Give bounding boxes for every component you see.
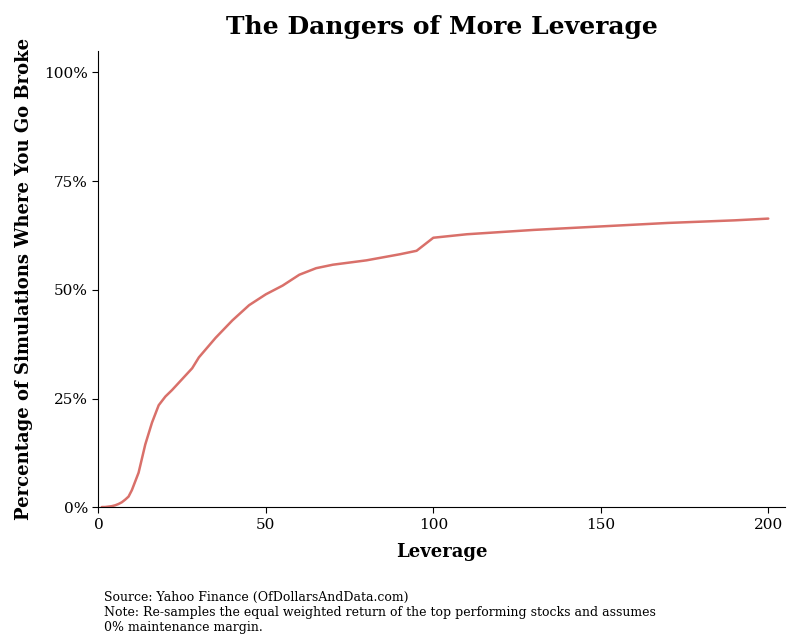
- Text: Source: Yahoo Finance (OfDollarsAndData.com)
Note: Re-samples the equal weighted: Source: Yahoo Finance (OfDollarsAndData.…: [104, 591, 656, 634]
- Y-axis label: Percentage of Simulations Where You Go Broke: Percentage of Simulations Where You Go B…: [15, 38, 33, 520]
- Title: The Dangers of More Leverage: The Dangers of More Leverage: [226, 15, 658, 39]
- X-axis label: Leverage: Leverage: [396, 543, 487, 561]
